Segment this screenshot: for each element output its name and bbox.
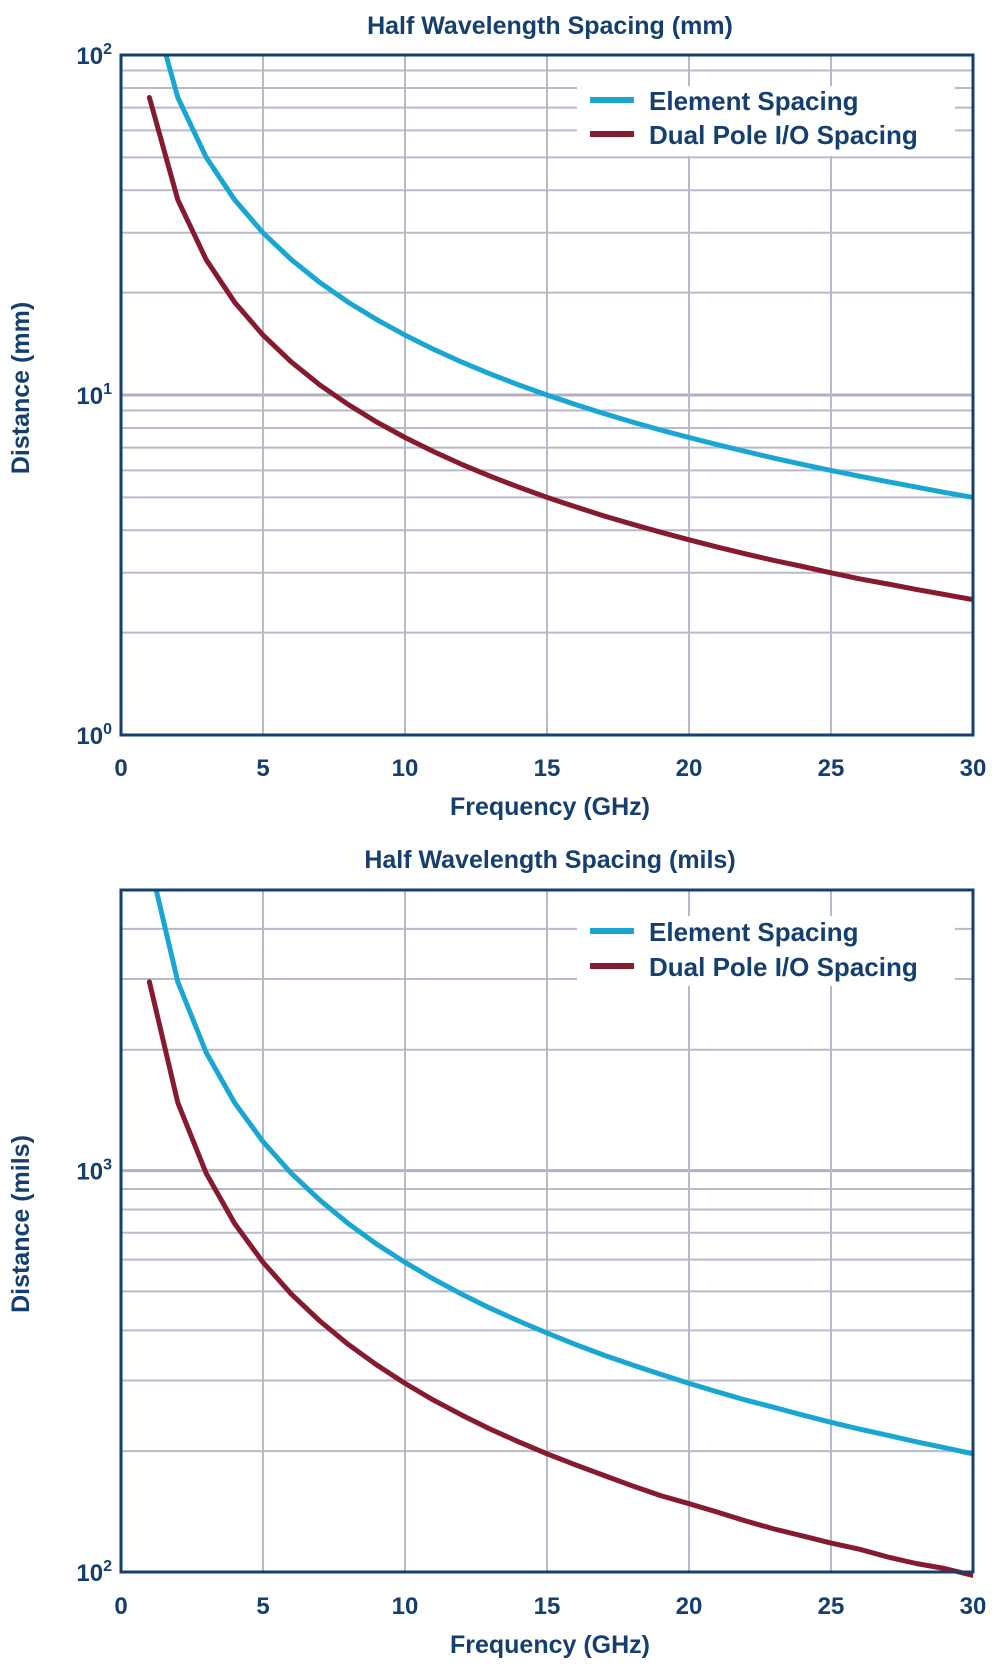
series-line-dual-pole-spacing: [146, 979, 973, 1578]
y-tick-exponent: 1: [103, 381, 112, 398]
x-axis-label: Frequency (GHz): [450, 1631, 650, 1659]
series-line-dual-pole-spacing: [146, 95, 973, 603]
series-line-element-spacing: [153, 890, 973, 1457]
y-tick-base: 10: [76, 1159, 103, 1186]
series-line-element-spacing: [163, 55, 973, 500]
x-tick-label: 5: [256, 1593, 269, 1620]
legend: Element Spacing Dual Pole I/O Spacing: [577, 916, 955, 986]
x-tick-label: 15: [534, 1593, 561, 1620]
chart-title: Half Wavelength Spacing (mils): [364, 846, 735, 874]
legend: Element Spacing Dual Pole I/O Spacing: [577, 86, 955, 156]
x-tick-label: 0: [114, 755, 127, 782]
y-axis-label: Distance (mm): [7, 302, 35, 474]
x-tick-label: 5: [256, 755, 269, 782]
y-tick-base: 10: [76, 383, 103, 410]
x-tick-label: 10: [392, 755, 419, 782]
chart-2: Element Spacing Dual Pole I/O Spacing Half…: [7, 846, 986, 1659]
y-tick-exponent: 2: [103, 41, 112, 58]
legend-label: Element Spacing: [649, 917, 859, 947]
y-tick-exponent: 2: [103, 1558, 112, 1575]
x-tick-label: 25: [818, 755, 845, 782]
y-tick-base: 10: [76, 723, 103, 750]
legend-label: Dual Pole I/O Spacing: [649, 120, 918, 150]
x-tick-label: 10: [392, 1593, 419, 1620]
y-tick-label: 103: [76, 1157, 112, 1186]
y-tick-label: 102: [76, 1558, 112, 1587]
x-tick-label: 25: [818, 1593, 845, 1620]
x-tick-label: 30: [960, 1593, 987, 1620]
y-tick-label: 101: [76, 381, 112, 410]
legend-box: [577, 916, 955, 986]
chart-1: Element Spacing Dual Pole I/O Spacing Half…: [7, 12, 987, 821]
chart-title: Half Wavelength Spacing (mm): [367, 12, 733, 40]
x-tick-label: 0: [114, 1593, 127, 1620]
x-axis-label: Frequency (GHz): [450, 793, 650, 821]
legend-box: [577, 86, 955, 156]
y-tick-label: 102: [76, 41, 112, 70]
y-tick-base: 10: [76, 1560, 103, 1587]
y-tick-exponent: 0: [103, 721, 112, 738]
legend-label: Dual Pole I/O Spacing: [649, 952, 918, 982]
x-tick-label: 30: [960, 755, 987, 782]
x-tick-label: 20: [676, 755, 703, 782]
legend-label: Element Spacing: [649, 86, 859, 116]
y-tick-exponent: 3: [103, 1157, 112, 1174]
y-axis-label: Distance (mils): [7, 1135, 35, 1313]
x-tick-label: 20: [676, 1593, 703, 1620]
y-tick-label: 100: [76, 721, 112, 750]
y-tick-base: 10: [76, 43, 103, 70]
plot-frame: [119, 53, 975, 737]
x-tick-label: 15: [534, 755, 561, 782]
plot-frame: [119, 888, 975, 1574]
